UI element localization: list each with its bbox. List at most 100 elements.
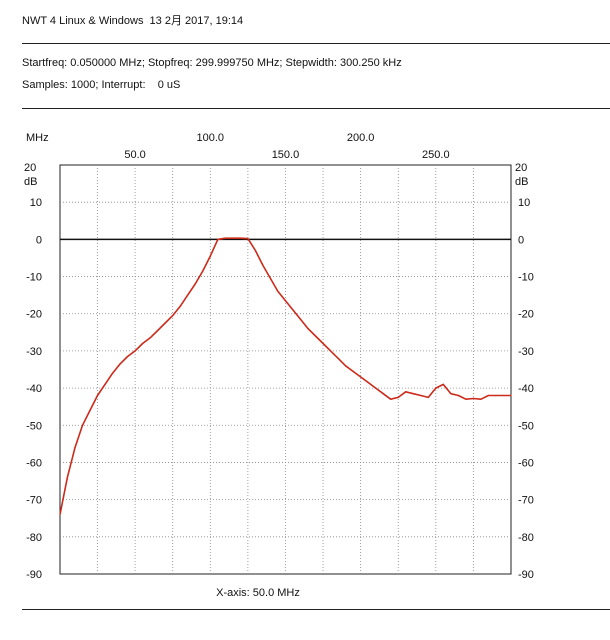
data-point: [435, 387, 437, 389]
data-point: [89, 409, 91, 411]
data-point: [352, 370, 354, 372]
data-point: [96, 394, 99, 397]
data-point: [472, 397, 475, 400]
data-point: [172, 314, 174, 317]
data-point: [375, 387, 377, 389]
data-point: [187, 294, 189, 296]
data-point: [412, 393, 414, 395]
sample-parameters: Samples: 1000; Interrupt: 0 uS: [22, 79, 181, 91]
data-point: [157, 329, 159, 332]
axis-labels: MHz 20 dB 20 dB X-axis: 50.0 MHz 10 10 0 0 -…: [24, 132, 534, 599]
y-tick-label-left: -90: [26, 569, 42, 581]
y-tick-label-left: -30: [26, 346, 42, 358]
y-tick-label-right: -20: [518, 309, 534, 321]
data-point: [427, 396, 429, 398]
data-point: [360, 376, 362, 378]
y-tick-label-left: -70: [26, 495, 42, 507]
data-point: [299, 318, 302, 320]
data-point: [269, 277, 272, 280]
y-tick-label-right: 10: [518, 197, 530, 209]
sweep-parameters: Startfreq: 0.050000 MHz; Stopfreq: 299.9…: [22, 57, 402, 69]
divider: [22, 609, 610, 610]
y-tick-label-right: -60: [518, 457, 534, 469]
data-point: [450, 393, 452, 395]
grid: [60, 165, 511, 574]
data-point: [232, 237, 234, 239]
data-point: [382, 393, 384, 395]
divider: [22, 108, 610, 109]
y-tick-label-right: -50: [518, 420, 534, 432]
y-tick-label-right: -10: [518, 272, 534, 284]
y-unit-label-left: dB: [24, 176, 37, 188]
data-point: [262, 264, 264, 266]
y-top-label-left: 20: [24, 162, 36, 174]
data-point: [367, 381, 369, 384]
data-point: [194, 283, 196, 285]
y-tick-label-left: 0: [36, 234, 42, 246]
data-point: [292, 309, 294, 311]
data-point: [224, 237, 226, 239]
y-tick-label-right: -30: [518, 346, 534, 358]
x-axis-label: X-axis: 50.0 MHz: [216, 587, 300, 599]
data-point: [442, 383, 444, 385]
y-tick-label-left: 10: [30, 197, 42, 209]
x-tick-label-lower: 250.0: [422, 149, 450, 161]
data-point: [322, 342, 324, 345]
data-point: [345, 365, 347, 367]
data-point: [495, 394, 497, 397]
data-point: [66, 476, 69, 478]
data-point: [502, 394, 505, 397]
data-point: [217, 238, 219, 240]
y-tick-label-right: -80: [518, 532, 534, 544]
x-unit-label: MHz: [26, 132, 49, 144]
data-point: [126, 355, 129, 358]
data-point: [397, 396, 399, 398]
data-point: [74, 446, 76, 449]
y-tick-label-left: -40: [26, 383, 42, 395]
y-tick-label-right: -90: [518, 569, 534, 581]
data-point: [111, 372, 114, 374]
data-point: [277, 290, 279, 293]
divider: [22, 43, 610, 44]
data-point: [329, 350, 332, 352]
y-tick-label-right: -70: [518, 495, 534, 507]
y-tick-label-left: -10: [26, 272, 42, 284]
data-point: [487, 394, 490, 397]
data-point: [284, 300, 287, 302]
y-tick-label-left: -20: [26, 309, 42, 321]
data-point: [510, 394, 512, 397]
x-tick-label-upper: 200.0: [347, 132, 375, 144]
data-point: [465, 398, 467, 400]
data-point: [164, 322, 166, 324]
x-tick-label-lower: 150.0: [272, 149, 300, 161]
data-point: [390, 398, 392, 400]
data-point: [142, 342, 144, 345]
data-point: [314, 335, 317, 337]
data-point: [405, 391, 407, 393]
y-tick-label-right: -40: [518, 383, 534, 395]
data-point: [254, 249, 256, 252]
y-tick-label-right: 0: [518, 234, 524, 246]
data-point: [119, 363, 121, 365]
data-point: [134, 350, 136, 352]
x-tick-label-upper: 100.0: [197, 132, 225, 144]
y-unit-label-right: dB: [515, 176, 528, 188]
y-tick-label-left: -60: [26, 457, 42, 469]
series-layer: [59, 237, 512, 516]
y-tick-label-left: -50: [26, 420, 42, 432]
data-point: [247, 238, 249, 240]
y-tick-label-left: -80: [26, 532, 42, 544]
report-title: NWT 4 Linux & Windows 13 2月 2017, 19:14: [22, 15, 244, 27]
data-point: [239, 237, 241, 239]
data-point: [202, 270, 204, 272]
x-tick-label-lower: 50.0: [124, 149, 145, 161]
data-point: [420, 394, 422, 397]
data-point: [59, 513, 61, 516]
data-point: [480, 398, 482, 400]
data-point: [337, 357, 339, 359]
data-point: [81, 424, 84, 426]
data-point: [209, 255, 211, 257]
data-point: [104, 383, 106, 385]
data-point: [149, 337, 151, 339]
